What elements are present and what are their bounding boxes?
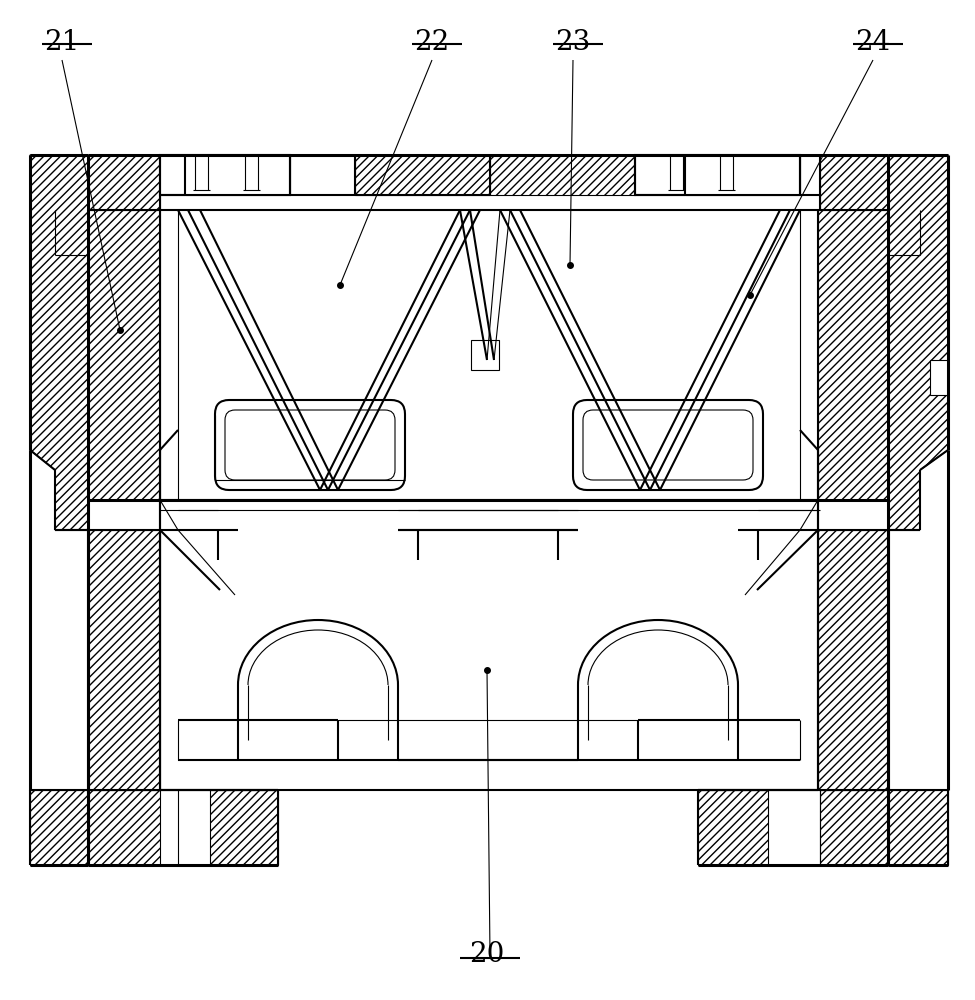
Polygon shape [88,155,160,210]
Text: 23: 23 [556,28,591,55]
Polygon shape [490,155,635,195]
Text: 24: 24 [855,28,890,55]
Polygon shape [185,155,290,195]
Polygon shape [888,155,948,530]
Text: 20: 20 [469,942,505,968]
Polygon shape [30,155,88,530]
Polygon shape [210,790,278,865]
Bar [635,155,800,195]
Polygon shape [820,155,888,210]
Bar [160,155,290,195]
Polygon shape [820,790,888,865]
Polygon shape [355,155,490,195]
Polygon shape [88,530,160,790]
Text: 22: 22 [414,28,449,55]
Polygon shape [88,790,160,865]
Bar [471,340,499,370]
Polygon shape [698,790,768,865]
Polygon shape [30,790,88,865]
Polygon shape [818,210,888,500]
Text: 21: 21 [44,28,80,55]
Bar [930,360,948,395]
Polygon shape [685,155,800,195]
Polygon shape [888,790,948,865]
Polygon shape [818,530,888,790]
Polygon shape [88,210,160,500]
